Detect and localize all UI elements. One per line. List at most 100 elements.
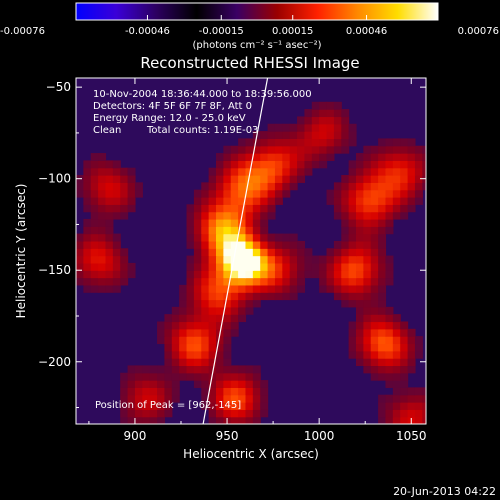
- heatmap-cell: [363, 255, 372, 264]
- heatmap-cell: [216, 277, 224, 286]
- heatmap-cell: [216, 336, 224, 345]
- annotation-total-counts: Total counts: 1.19E-03: [146, 125, 258, 136]
- heatmap-cell: [378, 233, 387, 242]
- heatmap-cell: [90, 175, 99, 183]
- heatmap-cell: [238, 175, 247, 183]
- heatmap-cell: [120, 277, 129, 286]
- heatmap-cell: [186, 284, 195, 293]
- heatmap-cell: [208, 226, 217, 235]
- heatmap-cell: [348, 218, 357, 227]
- heatmap-cell: [216, 402, 224, 410]
- heatmap-cell: [370, 226, 379, 235]
- heatmap-cell: [208, 270, 217, 279]
- heatmap-cell: [407, 394, 416, 403]
- heatmap-cell: [120, 402, 129, 410]
- heatmap-cell: [230, 292, 239, 301]
- heatmap-cell: [193, 306, 202, 315]
- heatmap-cell: [157, 336, 166, 345]
- heatmap-cell: [282, 292, 291, 301]
- heatmap-cell: [274, 123, 283, 132]
- heatmap-cell: [363, 240, 372, 249]
- heatmap-cell: [120, 196, 129, 205]
- heatmap-cell: [164, 409, 173, 418]
- heatmap-cell: [385, 409, 394, 418]
- heatmap-cell: [127, 270, 136, 279]
- heatmap-cell: [208, 240, 217, 249]
- heatmap-cell: [252, 284, 261, 293]
- heatmap-cell: [356, 175, 364, 183]
- heatmap-cell: [392, 387, 401, 396]
- heatmap-cell: [326, 153, 335, 161]
- heatmap-cell: [105, 240, 114, 249]
- heatmap-cell: [378, 211, 387, 220]
- heatmap-cell: [385, 226, 394, 235]
- heatmap-cell: [282, 138, 291, 147]
- heatmap-cell: [385, 343, 394, 352]
- heatmap-cell: [83, 160, 92, 169]
- heatmap-cell: [208, 262, 217, 271]
- heatmap-cell: [378, 175, 387, 183]
- heatmap-cell: [105, 204, 114, 213]
- heatmap-cell: [98, 248, 107, 257]
- heatmap-cell: [149, 402, 158, 410]
- heatmap-cell: [407, 336, 416, 345]
- heatmap-cell: [385, 255, 394, 264]
- heatmap-cell: [378, 284, 387, 293]
- heatmap-cell: [112, 160, 121, 169]
- colorbar-tick-label: -0.00015: [199, 26, 244, 37]
- heatmap-cell: [356, 211, 364, 220]
- heatmap-cell: [422, 167, 426, 176]
- heatmap-cell: [193, 240, 202, 249]
- heatmap-cell: [193, 218, 202, 227]
- heatmap-cell: [400, 328, 409, 337]
- heatmap-cell: [414, 402, 423, 410]
- heatmap-cell: [238, 402, 247, 410]
- x-tick-label: 1050: [396, 429, 427, 443]
- heatmap-cell: [363, 248, 372, 257]
- heatmap-cell: [297, 131, 306, 140]
- heatmap-cell: [356, 226, 364, 235]
- heatmap-cell: [392, 416, 401, 424]
- heatmap-cell: [326, 109, 335, 118]
- heatmap-cell: [260, 196, 269, 205]
- heatmap-cell: [223, 270, 232, 279]
- heatmap-cell: [201, 240, 210, 249]
- heatmap-cell: [267, 175, 276, 183]
- heatmap-cell: [392, 358, 401, 367]
- heatmap-cell: [363, 336, 372, 345]
- heatmap-cell: [179, 284, 188, 293]
- heatmap-cell: [400, 153, 409, 161]
- heatmap-cell: [385, 270, 394, 279]
- heatmap-cell: [230, 233, 239, 242]
- heatmap-cell: [348, 299, 357, 308]
- heatmap-cell: [90, 153, 99, 161]
- heatmap-cell: [179, 321, 188, 330]
- heatmap-cell: [407, 167, 416, 176]
- heatmap-cell: [341, 109, 350, 118]
- footer-timestamp: 20-Jun-2013 04:22: [393, 485, 496, 498]
- heatmap-cell: [208, 175, 217, 183]
- heatmap-cell: [216, 284, 224, 293]
- heatmap-cell: [76, 248, 84, 257]
- heatmap-cell: [289, 233, 298, 242]
- heatmap-cell: [267, 270, 276, 279]
- heatmap-cell: [356, 270, 364, 279]
- heatmap-cell: [208, 402, 217, 410]
- heatmap-cell: [245, 167, 254, 176]
- heatmap-cell: [230, 380, 239, 388]
- heatmap-cell: [400, 321, 409, 330]
- heatmap-cell: [223, 167, 232, 176]
- heatmap-cell: [348, 350, 357, 359]
- heatmap-cell: [208, 394, 217, 403]
- heatmap-cell: [400, 196, 409, 205]
- heatmap-cell: [392, 167, 401, 176]
- heatmap-cell: [289, 182, 298, 191]
- heatmap-cell: [370, 372, 379, 381]
- heatmap-cell: [164, 321, 173, 330]
- heatmap-cell: [201, 196, 210, 205]
- heatmap-cell: [216, 314, 224, 323]
- heatmap-cell: [223, 153, 232, 161]
- heatmap-cell: [193, 343, 202, 352]
- heatmap-cell: [216, 350, 224, 359]
